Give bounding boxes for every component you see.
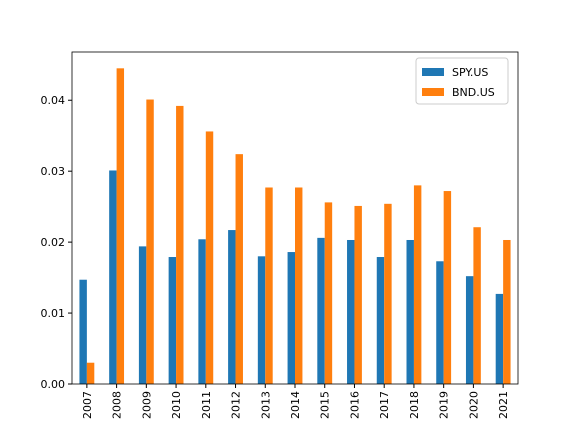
x-tick-label: 2008 [111, 391, 124, 419]
y-tick-label: 0.00 [41, 378, 66, 391]
bar [116, 68, 125, 385]
bar [317, 237, 325, 384]
bar [265, 187, 273, 384]
x-tick-label: 2016 [348, 391, 361, 419]
y-tick-label: 0.03 [41, 165, 66, 178]
x-tick-label: 2012 [230, 391, 243, 419]
legend-swatch [422, 68, 444, 76]
bar [465, 276, 474, 384]
bar [436, 261, 444, 384]
bar [109, 170, 117, 384]
bar [235, 154, 243, 384]
y-tick-label: 0.01 [41, 307, 66, 320]
x-tick-label: 2011 [200, 391, 213, 419]
bar [413, 185, 422, 384]
x-tick-label: 2019 [438, 391, 451, 419]
x-tick-label: 2021 [497, 391, 510, 419]
bar [406, 239, 414, 384]
bar [205, 131, 214, 384]
bar [228, 230, 236, 384]
bar [495, 293, 504, 384]
y-tick-label: 0.02 [41, 236, 66, 249]
bar [146, 99, 154, 385]
bar [168, 257, 177, 384]
x-tick-label: 2020 [467, 391, 480, 419]
x-tick-label: 2010 [170, 391, 183, 419]
legend-label: SPY.US [452, 66, 488, 79]
x-tick-label: 2017 [378, 391, 391, 419]
bar [354, 205, 362, 384]
x-tick-label: 2009 [140, 391, 153, 419]
bar [287, 252, 295, 384]
legend-label: BND.US [452, 86, 495, 99]
x-tick-label: 2018 [408, 391, 421, 419]
bar [176, 105, 184, 385]
legend: SPY.US BND.US [415, 57, 509, 105]
bar [503, 239, 511, 384]
x-tick-label: 2014 [289, 391, 302, 419]
bar [443, 191, 452, 384]
x-tick-label: 2007 [81, 391, 94, 419]
bar [324, 202, 333, 384]
bar [257, 256, 266, 384]
bar [198, 239, 206, 384]
bar [384, 203, 392, 384]
plot-frame [71, 51, 519, 385]
legend-swatch [422, 88, 444, 96]
bar [138, 246, 147, 384]
bar [376, 257, 385, 384]
bar [295, 187, 303, 384]
x-tick-label: 2013 [259, 391, 272, 419]
bar [79, 279, 87, 384]
x-tick-label: 2015 [319, 391, 332, 419]
bar [86, 362, 95, 384]
bar [473, 227, 481, 384]
y-tick-label: 0.04 [41, 94, 66, 107]
bar [347, 239, 355, 384]
